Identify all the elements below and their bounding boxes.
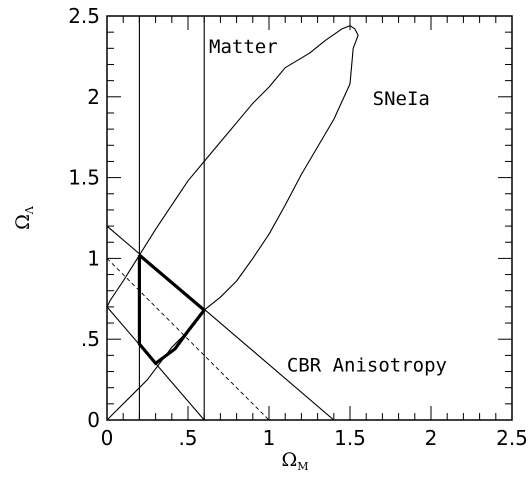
x-tick-label: .5 (178, 426, 197, 450)
annotation-label-1: SNeIa (373, 88, 430, 110)
x-tick-label: 2.5 (496, 426, 528, 450)
annotation-label-0: Matter (209, 36, 278, 58)
y-axis-label-subscript: Λ (23, 205, 36, 215)
x-axis-label-subscript: M (297, 460, 308, 473)
x-tick-label: 1.5 (334, 426, 366, 450)
y-tick-label: 2 (87, 85, 100, 109)
y-axis-label: ΩΛ (12, 205, 36, 230)
x-tick-label: 2 (425, 426, 438, 450)
y-tick-label: 2.5 (68, 4, 100, 28)
plot-layer (107, 16, 359, 420)
y-tick-label: 0 (87, 408, 100, 432)
annotation-label-2: CBR Anisotropy (287, 355, 447, 377)
x-axis-label-symbol: Ω (281, 449, 297, 471)
y-axis-label-symbol: Ω (12, 214, 34, 230)
series-line-6 (137, 253, 206, 365)
y-tick-label: 1.5 (68, 166, 100, 190)
x-tick-label: 0 (101, 426, 114, 450)
plot-frame (106, 15, 513, 421)
x-tick-label: 1 (263, 426, 276, 450)
y-tick-label: .5 (81, 327, 100, 351)
axis-layer: 0 .5 1 1.5 2 2.5 0 .5 1 1.5 2 2.5 Matter SNeIa CBR Ani… (68, 4, 528, 450)
x-axis-label: ΩM (281, 449, 308, 473)
y-tick-label: 1 (87, 246, 100, 270)
series-line-5 (107, 258, 270, 420)
